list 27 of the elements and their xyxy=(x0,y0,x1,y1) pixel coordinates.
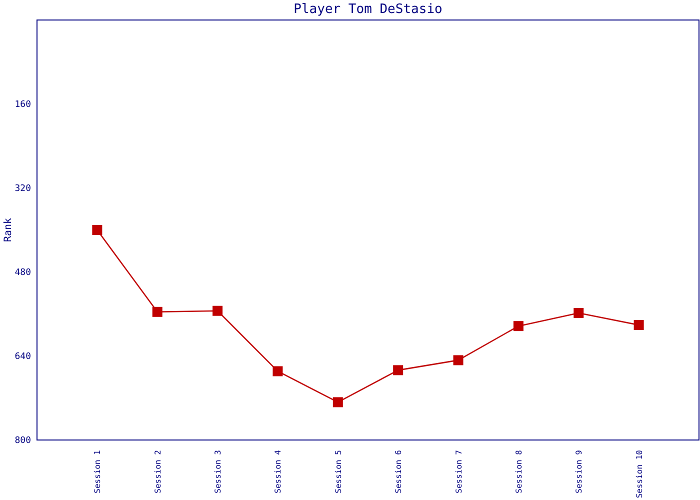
point xyxy=(453,355,464,366)
point xyxy=(212,306,223,316)
point xyxy=(152,306,162,317)
x-tick-label: Session 3 xyxy=(214,450,223,494)
point xyxy=(574,308,584,318)
y-tick-label: 800 xyxy=(14,436,31,446)
x-tick-label: Session 9 xyxy=(574,450,584,494)
x-tick-label: Session 8 xyxy=(514,450,524,494)
x-tick-label: Session 5 xyxy=(334,450,343,494)
chart-title: Player Tom DeStasio xyxy=(294,2,442,17)
x-tick-label: Session 10 xyxy=(634,450,644,498)
y-tick-label: 640 xyxy=(14,352,31,362)
x-tick-label: Session 6 xyxy=(394,450,404,494)
x-tick-label: Session 7 xyxy=(454,450,464,494)
x-tick-label: Session 1 xyxy=(93,450,102,494)
x-tick-label: Session 4 xyxy=(274,450,283,494)
y-tick-label: 480 xyxy=(14,268,31,278)
point xyxy=(272,366,283,376)
y-axis-title: Rank xyxy=(3,218,14,242)
point xyxy=(332,397,343,408)
point xyxy=(92,225,102,235)
x-tick-label: Session 2 xyxy=(153,450,162,494)
point xyxy=(393,365,404,376)
y-tick-label: 320 xyxy=(14,184,31,194)
point xyxy=(634,320,644,330)
point xyxy=(513,321,524,332)
y-tick-label: 160 xyxy=(14,100,31,110)
